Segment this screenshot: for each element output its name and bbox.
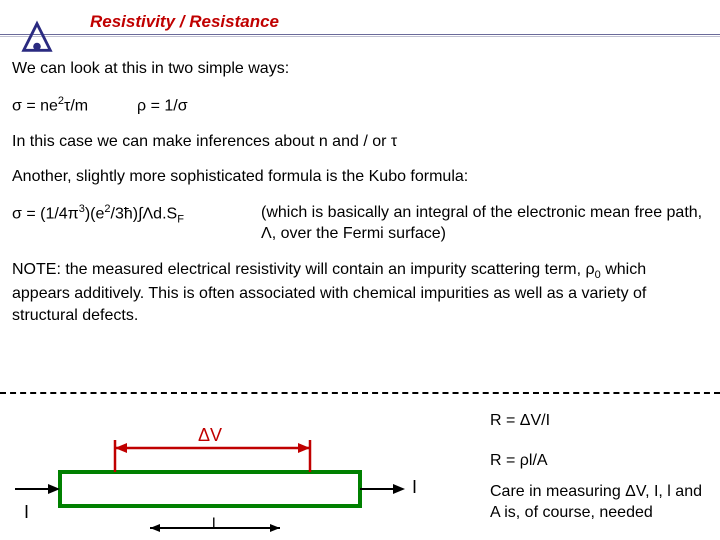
kubo-eq: σ = (1/4π3)(e2/3ћ)∫Λd.SF bbox=[12, 202, 247, 227]
care-note: Care in measuring ΔV, I, l and A is, of … bbox=[490, 482, 710, 524]
note-line: NOTE: the measured electrical resistivit… bbox=[12, 259, 708, 326]
eq2-a: σ = (1/4π bbox=[12, 205, 79, 222]
inference-line: In this case we can make inferences abou… bbox=[12, 131, 708, 153]
l-label: l bbox=[212, 516, 216, 534]
eq-r2: R = ρl/A bbox=[490, 452, 548, 470]
eq2-c: /3ћ)∫Λd.S bbox=[111, 205, 178, 222]
l-arrow-right-head bbox=[270, 524, 280, 532]
eq-r1: R = ΔV/I bbox=[490, 412, 550, 430]
header-rule-shadow bbox=[0, 36, 720, 37]
eq2-b: )(e bbox=[85, 205, 105, 222]
i2-arrow-head bbox=[393, 484, 405, 494]
header-rule bbox=[0, 34, 720, 35]
eq2-sub: F bbox=[177, 213, 184, 225]
kubo-intro: Another, slightly more sophisticated for… bbox=[12, 166, 708, 188]
kubo-expl: (which is basically an integral of the e… bbox=[247, 202, 708, 245]
content: We can look at this in two simple ways: … bbox=[12, 58, 708, 340]
resistor-rect bbox=[60, 472, 360, 506]
intro-line: We can look at this in two simple ways: bbox=[12, 58, 708, 80]
eq1a-part1: σ = ne bbox=[12, 97, 58, 114]
dv-arrow-right-head bbox=[298, 443, 310, 453]
note-a: NOTE: the measured electrical resistivit… bbox=[12, 261, 595, 278]
dv-arrow-left-head bbox=[115, 443, 127, 453]
i2-label: I bbox=[412, 477, 417, 498]
eq-row-1: σ = ne2τ/m ρ = 1/σ bbox=[12, 94, 708, 117]
kubo-row: σ = (1/4π3)(e2/3ћ)∫Λd.SF (which is basic… bbox=[12, 202, 708, 245]
page-title: Resistivity / Resistance bbox=[90, 12, 279, 32]
dashed-separator bbox=[0, 392, 720, 394]
logo-icon bbox=[18, 18, 56, 56]
eq1b: ρ = 1/σ bbox=[137, 97, 188, 114]
l-arrow-left-head bbox=[150, 524, 160, 532]
dv-label: ΔV bbox=[198, 425, 222, 446]
eq1a-tail: τ/m bbox=[64, 97, 88, 114]
i1-label: I bbox=[24, 502, 29, 523]
